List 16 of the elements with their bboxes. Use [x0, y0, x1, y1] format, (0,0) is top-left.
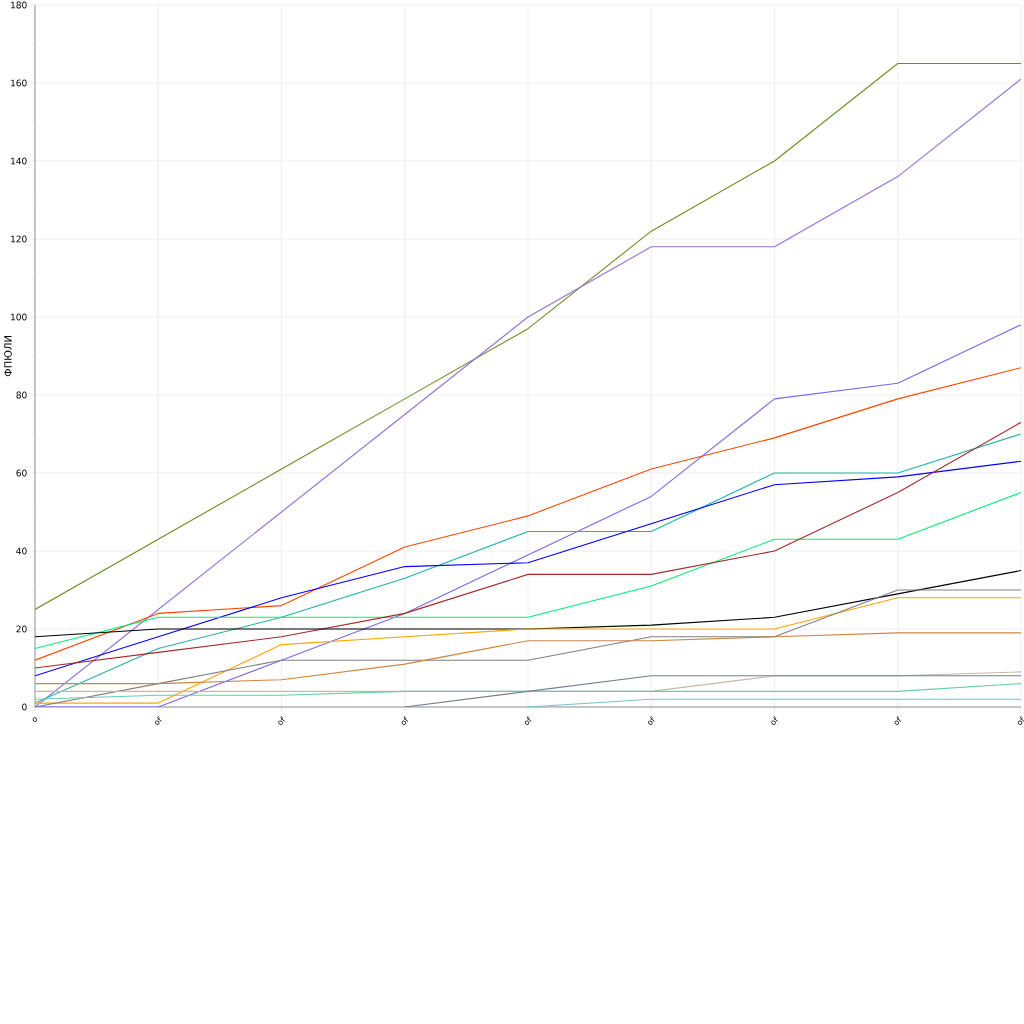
y-tick-label: 40: [16, 547, 27, 555]
line-series: [35, 433, 1022, 704]
y-tick-label: 80: [16, 391, 27, 399]
y-tick-label: 100: [11, 313, 27, 321]
y-tick-label: 20: [16, 625, 27, 633]
line-series: [35, 367, 1022, 661]
line-series: [35, 62, 1022, 611]
y-tick-label: 60: [16, 469, 27, 477]
y-tick-label: 0: [22, 703, 27, 711]
y-tick-label: 120: [11, 235, 27, 243]
y-tick-label: 160: [11, 79, 27, 87]
line-series: [35, 421, 1022, 669]
y-axis-title: ФПЮЛИ: [4, 336, 12, 377]
y-tick-label: 180: [11, 1, 27, 9]
y-tick-label: 140: [11, 157, 27, 165]
line-series: [35, 632, 1022, 685]
